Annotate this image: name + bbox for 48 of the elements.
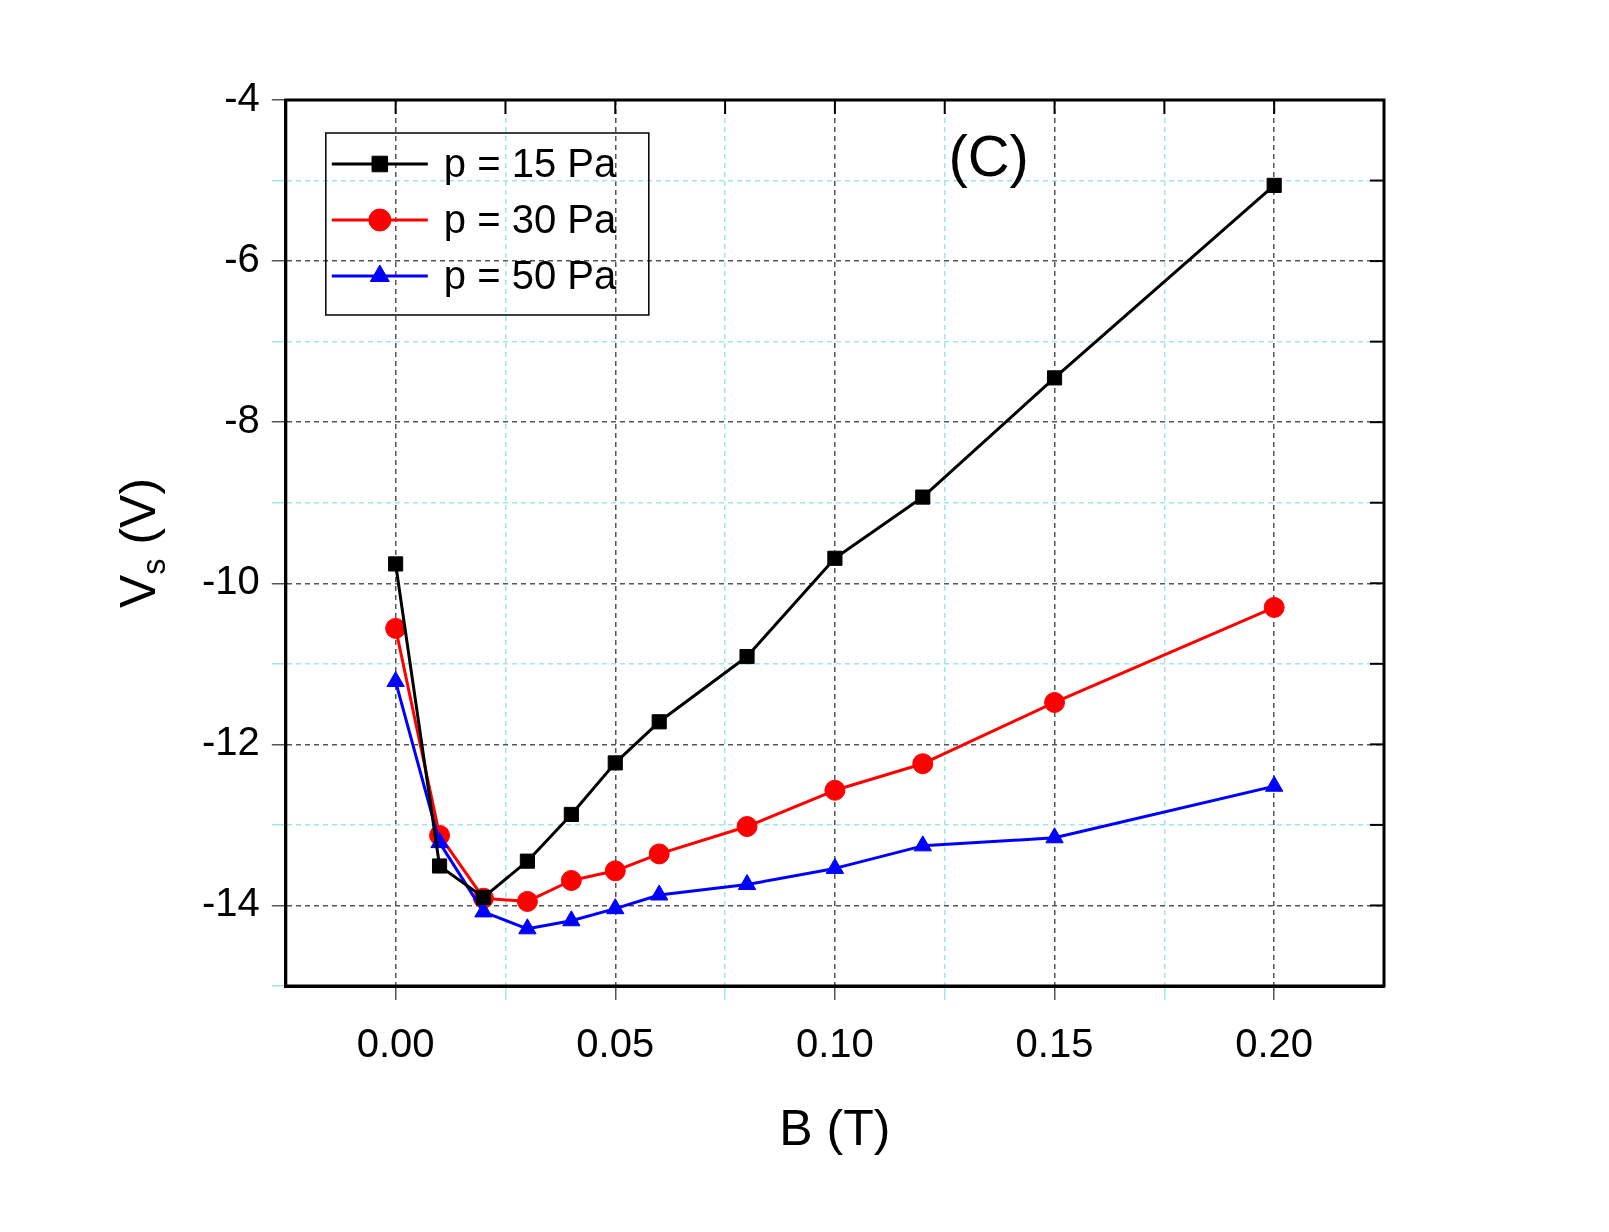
point	[562, 910, 581, 927]
x-axis-title: B (T)	[779, 1099, 891, 1156]
y-tick-label: -4	[224, 75, 260, 120]
point	[737, 874, 757, 891]
point	[1263, 596, 1285, 618]
point	[386, 671, 405, 688]
point	[912, 753, 934, 775]
x-tick-label: 0.05	[576, 1021, 655, 1066]
point	[1045, 827, 1064, 844]
legend-label: p = 30 Pa	[443, 197, 617, 242]
point	[607, 755, 623, 771]
point	[431, 858, 448, 874]
point	[651, 714, 667, 730]
point	[1046, 370, 1063, 386]
legend-label: p = 15 Pa	[443, 141, 617, 186]
point	[648, 843, 670, 865]
point	[825, 857, 845, 874]
point	[563, 806, 579, 823]
x-tick-label: 0.10	[795, 1021, 874, 1066]
y-axis-title: Vs (V)	[109, 477, 172, 609]
x-tick-label: 0.00	[356, 1021, 435, 1066]
point	[913, 835, 932, 852]
y-tick-label: -8	[224, 397, 260, 442]
point	[827, 550, 843, 566]
x-tick-label: 0.15	[1015, 1021, 1094, 1066]
point	[736, 816, 758, 838]
point	[1044, 691, 1066, 713]
point	[516, 890, 538, 912]
y-tick-label: -14	[202, 880, 260, 925]
point	[385, 617, 407, 639]
point	[1265, 775, 1284, 792]
point	[739, 649, 755, 665]
point	[518, 918, 537, 935]
point	[1266, 177, 1282, 193]
point	[824, 779, 846, 801]
x-tick-label: 0.20	[1235, 1021, 1314, 1066]
point	[604, 860, 626, 882]
y-tick-label: -6	[224, 236, 260, 281]
y-tick-label: -12	[202, 719, 260, 764]
point	[606, 898, 625, 915]
point	[388, 556, 404, 572]
point	[650, 884, 669, 901]
point	[519, 853, 535, 869]
y-tick-label: -10	[202, 558, 260, 603]
annotation: (C)	[948, 123, 1029, 188]
point	[560, 869, 582, 891]
point	[915, 489, 931, 505]
legend-label: p = 50 Pa	[443, 253, 617, 298]
